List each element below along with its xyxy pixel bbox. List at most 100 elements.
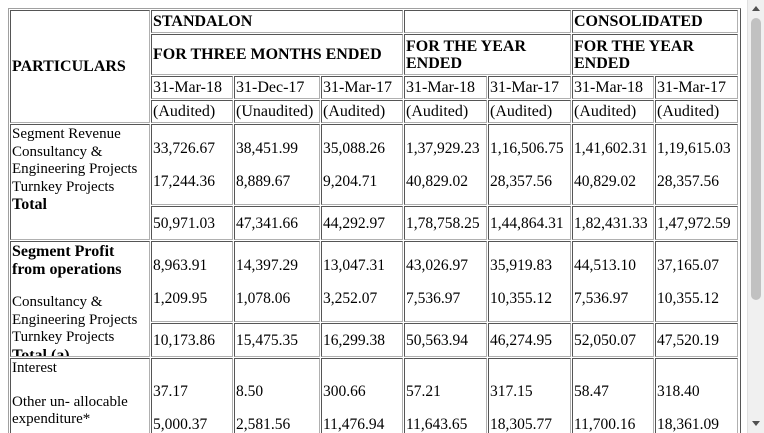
value: 46,274.95 — [490, 331, 552, 349]
period-header: FOR THREE MONTHS ENDED — [151, 34, 403, 75]
value: 43,026.97 — [406, 256, 468, 274]
value: 10,355.12 — [657, 289, 719, 307]
particulars-header: PARTICULARS — [10, 10, 150, 123]
value-cell: 47,520.19 — [655, 323, 738, 357]
value-cell: 46,274.95 — [488, 323, 571, 357]
value-cell: 1,41,602.31 40,829.02 — [572, 124, 654, 205]
value-cell: 37.17 5,000.37 — [151, 358, 233, 433]
value: 10,355.12 — [490, 289, 552, 307]
value-cell: 37,165.07 10,355.12 — [655, 241, 738, 322]
status-header: (Unaudited) — [234, 100, 320, 123]
header-text: STANDALON — [153, 13, 253, 30]
value-cell: 44,292.97 — [321, 206, 403, 240]
value-cell: 300.66 11,476.94 — [321, 358, 403, 433]
value: 1,16,506.75 — [490, 139, 564, 157]
scroll-thumb[interactable] — [751, 18, 761, 300]
value: 13,047.31 — [323, 256, 385, 274]
value-cell: 14,397.29 1,078.06 — [234, 241, 320, 322]
value: 35,088.26 — [323, 139, 385, 157]
value: 50,971.03 — [153, 214, 215, 232]
particulars-line: Other un- allocable expenditure* — [12, 393, 128, 428]
particulars-cell: Segment Revenue Consultancy & Engineering… — [10, 124, 150, 240]
value: 1,078.06 — [236, 289, 291, 307]
particulars-line: Interest — [12, 360, 57, 376]
value-cell: 35,919.83 10,355.12 — [488, 241, 571, 322]
value: 1,41,602.31 — [574, 139, 648, 157]
status-header: (Audited) — [321, 100, 403, 123]
value: 14,397.29 — [236, 256, 298, 274]
value: 1,37,929.23 — [406, 139, 480, 157]
date-header: 31-Mar-17 — [655, 76, 738, 99]
value-cell: 16,299.38 — [321, 323, 403, 357]
value: 2,581.56 — [236, 415, 291, 433]
header-text: FOR THE YEAR ENDED — [574, 37, 695, 72]
value: 8.50 — [236, 382, 264, 400]
value: 8,889.67 — [236, 172, 291, 190]
date-header: 31-Dec-17 — [234, 76, 320, 99]
value-cell: 33,726.67 17,244.36 — [151, 124, 233, 205]
group-header: STANDALON — [151, 10, 403, 33]
value-cell: 8.50 2,581.56 — [234, 358, 320, 433]
scrollbar[interactable] — [747, 0, 764, 433]
value-cell: 1,37,929.23 40,829.02 — [404, 124, 487, 205]
period-header: FOR THE YEAR ENDED — [404, 34, 571, 75]
value: 44,292.97 — [323, 214, 385, 232]
value: 7,536.97 — [406, 289, 461, 307]
value: 7,536.97 — [574, 289, 629, 307]
value: 318.40 — [657, 382, 700, 400]
value: 1,19,615.03 — [657, 139, 731, 157]
header-text: (Audited) — [490, 103, 553, 120]
value: 58.47 — [574, 382, 609, 400]
particulars-line: Turnkey Projects — [12, 329, 115, 345]
status-header: (Audited) — [488, 100, 571, 123]
value: 38,451.99 — [236, 139, 298, 157]
empty-header — [404, 10, 571, 33]
table-border — [8, 8, 741, 433]
particulars-line: Consultancy & Engineering Projects — [12, 294, 138, 328]
value: 15,475.35 — [236, 331, 298, 349]
value: 1,47,972.59 — [657, 214, 731, 232]
status-header: (Audited) — [404, 100, 487, 123]
value: 33,726.67 — [153, 139, 215, 157]
value: 18,305.77 — [490, 415, 552, 433]
value: 44,513.10 — [574, 256, 636, 274]
value: 9,204.71 — [323, 172, 378, 190]
header-text: 31-Mar-17 — [657, 79, 726, 96]
value: 3,252.07 — [323, 289, 378, 307]
value-cell: 52,050.07 — [572, 323, 654, 357]
value: 10,173.86 — [153, 331, 215, 349]
status-header: (Audited) — [655, 100, 738, 123]
value-cell: 317.15 18,305.77 — [488, 358, 571, 433]
group-header: CONSOLIDATED — [572, 10, 738, 33]
value: 50,563.94 — [406, 331, 468, 349]
header-text: CONSOLIDATED — [574, 13, 703, 30]
value: 52,050.07 — [574, 331, 636, 349]
particulars-line: Total (a) — [12, 346, 70, 357]
value: 28,357.56 — [490, 172, 552, 190]
particulars-cell: Segment Profit from operations Consultanc… — [10, 241, 150, 357]
header-text: 31-Dec-17 — [236, 79, 305, 96]
value: 37,165.07 — [657, 256, 719, 274]
date-header: 31-Mar-17 — [321, 76, 403, 99]
particulars-line: Turnkey Projects — [12, 178, 115, 195]
value-cell: 13,047.31 3,252.07 — [321, 241, 403, 322]
value-cell: 58.47 11,700.16 — [572, 358, 654, 433]
value: 17,244.36 — [153, 172, 215, 190]
value-cell: 10,173.86 — [151, 323, 233, 357]
value: 28,357.56 — [657, 172, 719, 190]
scroll-down[interactable] — [752, 421, 760, 426]
scroll-up[interactable] — [752, 6, 760, 11]
value-cell: 50,563.94 — [404, 323, 487, 357]
value: 8,963.91 — [153, 256, 208, 274]
value-cell: 1,19,615.03 28,357.56 — [655, 124, 738, 205]
value: 1,44,864.31 — [490, 214, 564, 232]
status-header: (Audited) — [151, 100, 233, 123]
value: 1,209.95 — [153, 289, 208, 307]
header-text: 31-Mar-18 — [153, 79, 222, 96]
header-text: (Audited) — [406, 103, 469, 120]
header-text: 31-Mar-17 — [490, 79, 559, 96]
header-text: FOR THREE MONTHS ENDED — [153, 46, 382, 63]
value-cell: 1,78,758.25 — [404, 206, 487, 240]
value: 40,829.02 — [574, 172, 636, 190]
